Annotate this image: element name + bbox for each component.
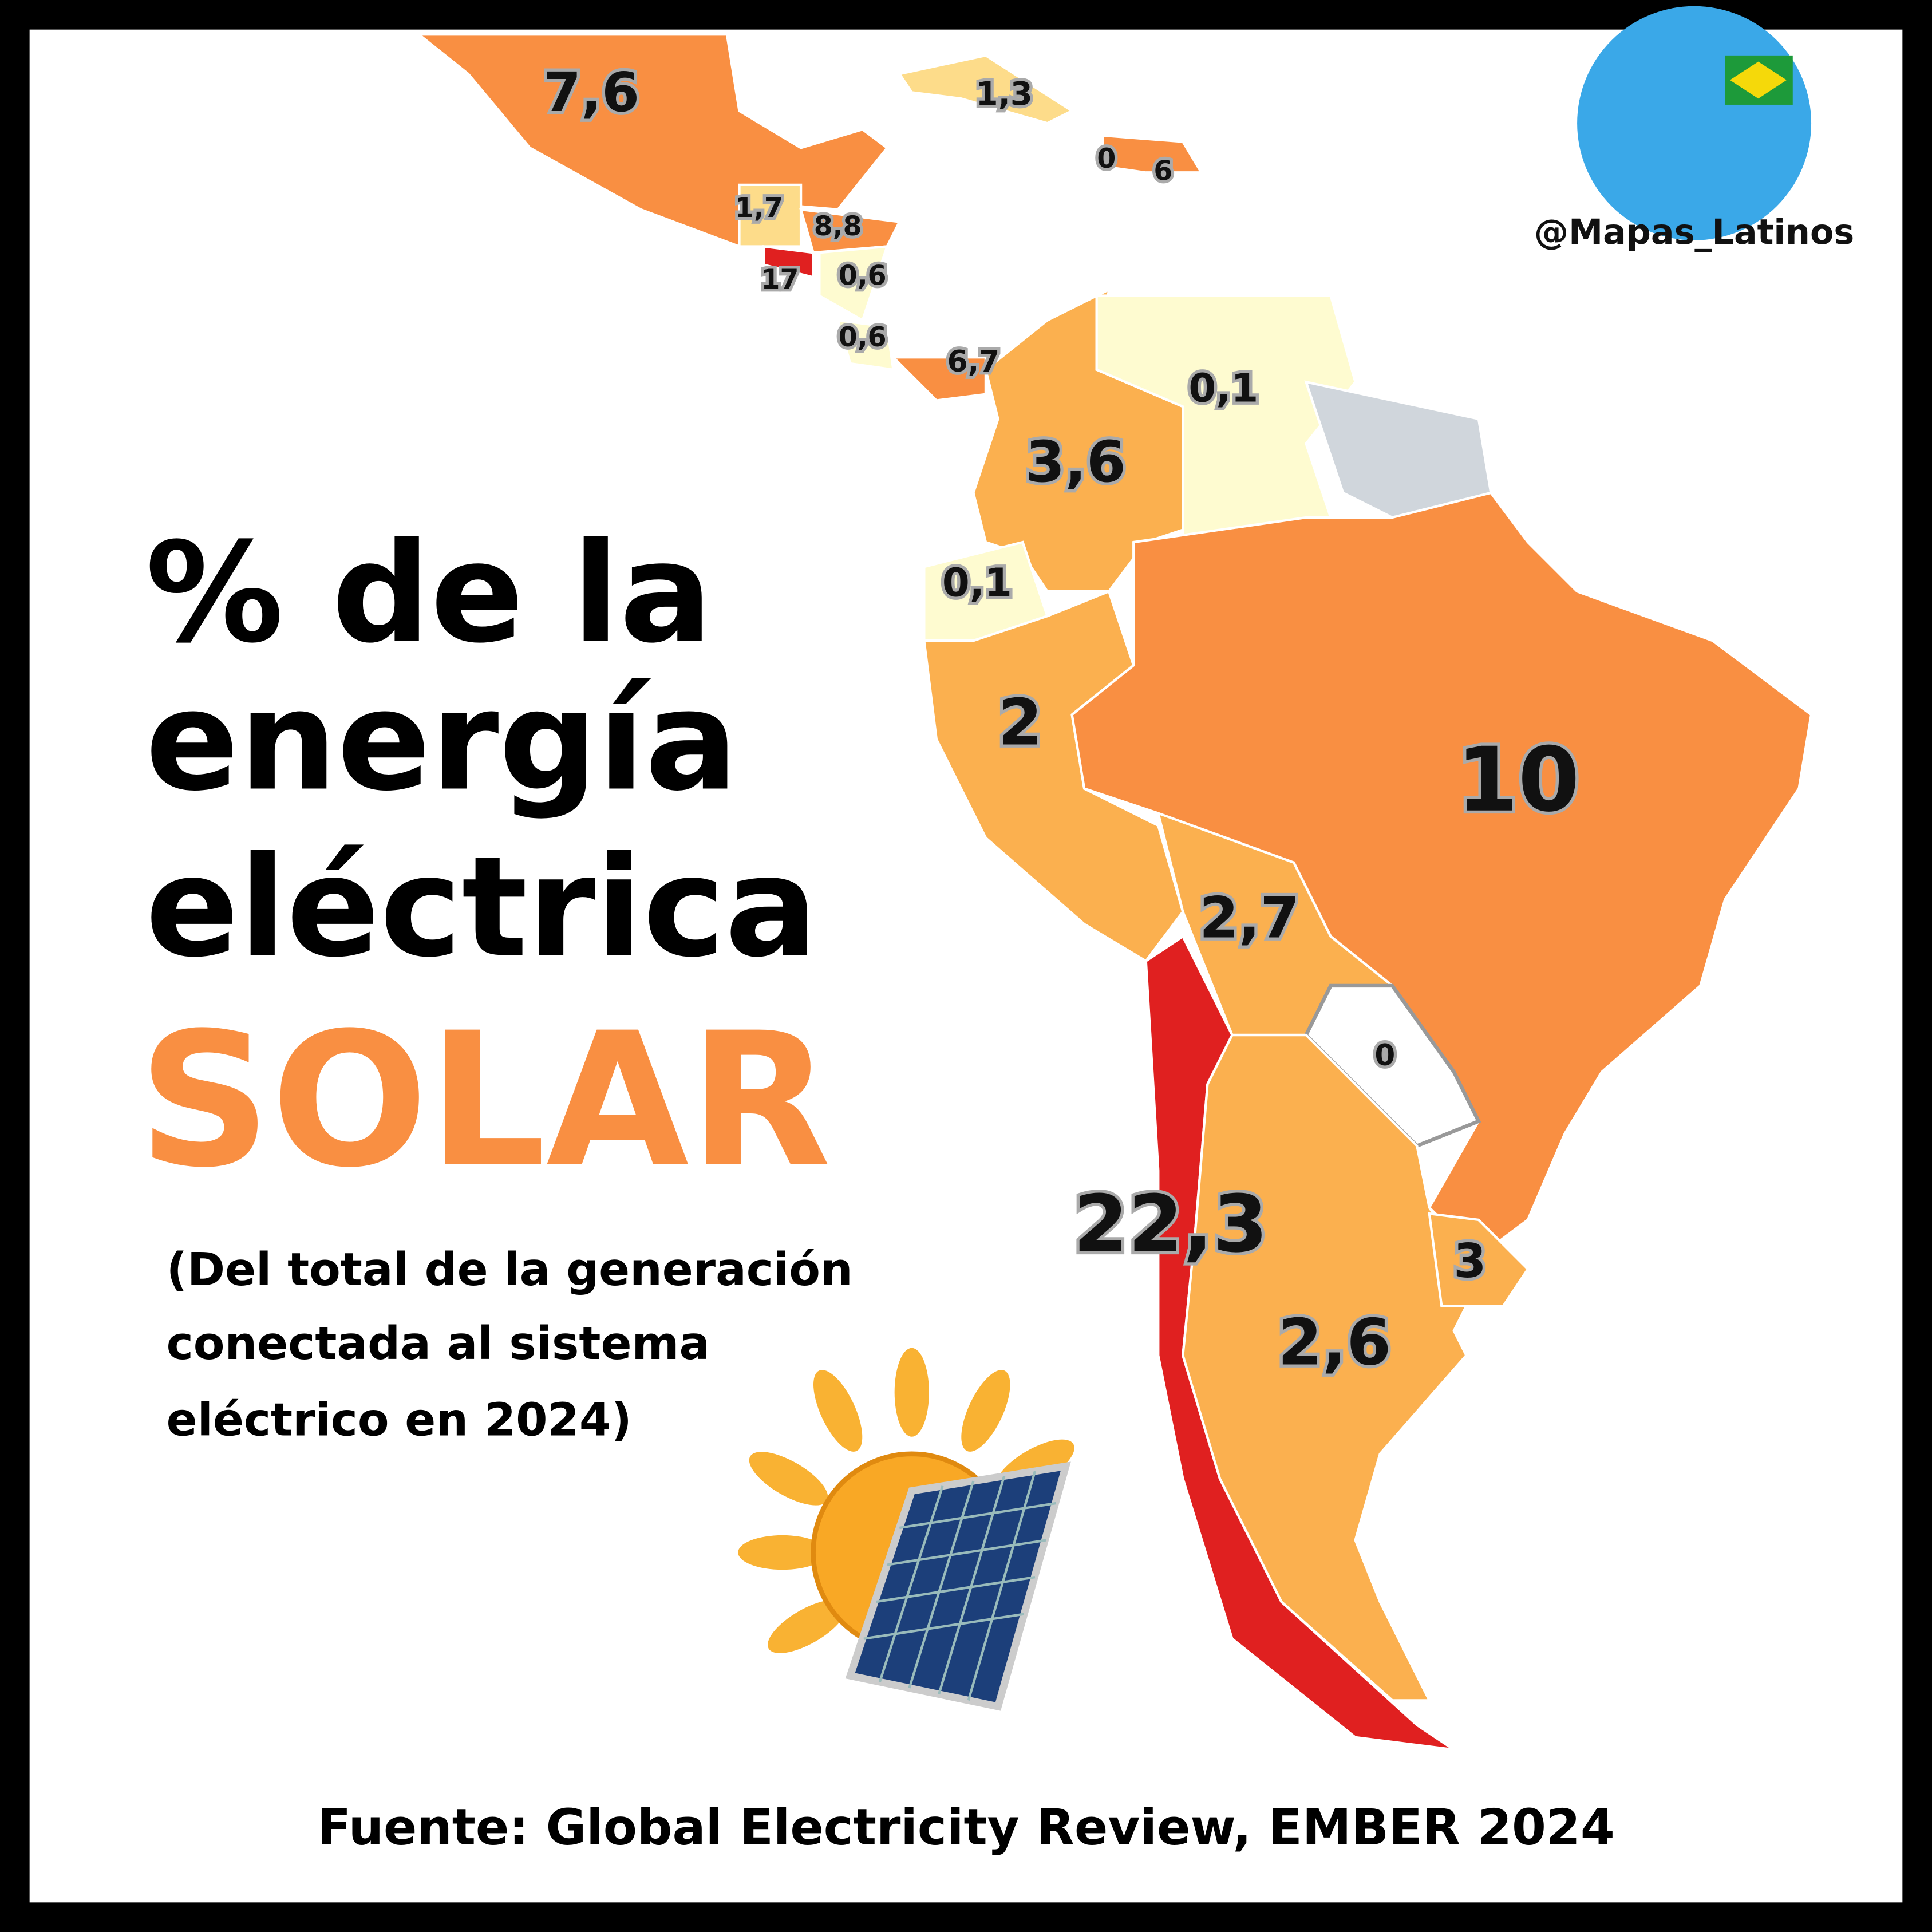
region-label: 1,3 xyxy=(976,76,1033,113)
subtitle-line: conectada al sistema xyxy=(167,1317,710,1370)
sun-panel-icon xyxy=(738,1348,1074,1711)
panama xyxy=(890,356,987,402)
region-label: 2 xyxy=(998,686,1042,760)
logo: @Mapas_Latinos xyxy=(1534,6,1854,252)
cuba xyxy=(897,54,1074,125)
guatemala xyxy=(738,183,803,248)
region-label: 0 xyxy=(1097,143,1116,175)
title-line: % de la xyxy=(145,512,713,673)
region-label: 22,3 xyxy=(1073,1179,1268,1270)
source: Fuente: Global Electricity Review, EMBER… xyxy=(317,1799,1614,1856)
subtitle: (Del total de la generación conectada al… xyxy=(167,1243,853,1447)
region-label: 10 xyxy=(1456,728,1580,832)
title-line: eléctrica xyxy=(145,827,818,987)
region-label: 8,8 xyxy=(814,211,862,242)
el-salvador xyxy=(762,245,815,279)
peru xyxy=(922,590,1184,963)
region-label: 17 xyxy=(761,264,799,295)
title: % de la energía eléctrica SOLAR xyxy=(138,512,831,1208)
region-label: 2,6 xyxy=(1278,1305,1391,1380)
subtitle-line: (Del total de la generación xyxy=(167,1243,853,1296)
region-label: 0,1 xyxy=(942,560,1012,606)
region-label: 7,6 xyxy=(543,61,639,124)
uruguay xyxy=(1428,1212,1530,1307)
nicaragua xyxy=(818,245,889,322)
region-label: 3 xyxy=(1453,1234,1486,1289)
region-label: 2,7 xyxy=(1199,885,1299,951)
title-line: energía xyxy=(145,661,738,821)
region-label: 0 xyxy=(1374,1038,1395,1073)
region-label: 0,1 xyxy=(1188,365,1258,411)
title-highlight: SOLAR xyxy=(138,993,831,1208)
handle: @Mapas_Latinos xyxy=(1534,212,1854,252)
argentina xyxy=(1182,1033,1480,1702)
region-label: 0,6 xyxy=(839,260,887,291)
region-label: 6 xyxy=(1153,155,1172,187)
region-label: 6,7 xyxy=(947,345,999,379)
map-labels: 7,6 1,3 0 6 1,7 8,8 17 0,6 0,6 6,7 0,1 3… xyxy=(540,58,1583,1382)
subtitle-line: eléctrico en 2024) xyxy=(167,1393,632,1447)
map xyxy=(415,33,1813,1751)
region-label: 3,6 xyxy=(1025,429,1125,495)
region-label: 0,6 xyxy=(839,322,887,353)
region-label: 1,7 xyxy=(735,192,783,224)
hispaniola xyxy=(1101,134,1204,174)
globe xyxy=(1577,6,1812,240)
costa-rica xyxy=(836,319,895,372)
